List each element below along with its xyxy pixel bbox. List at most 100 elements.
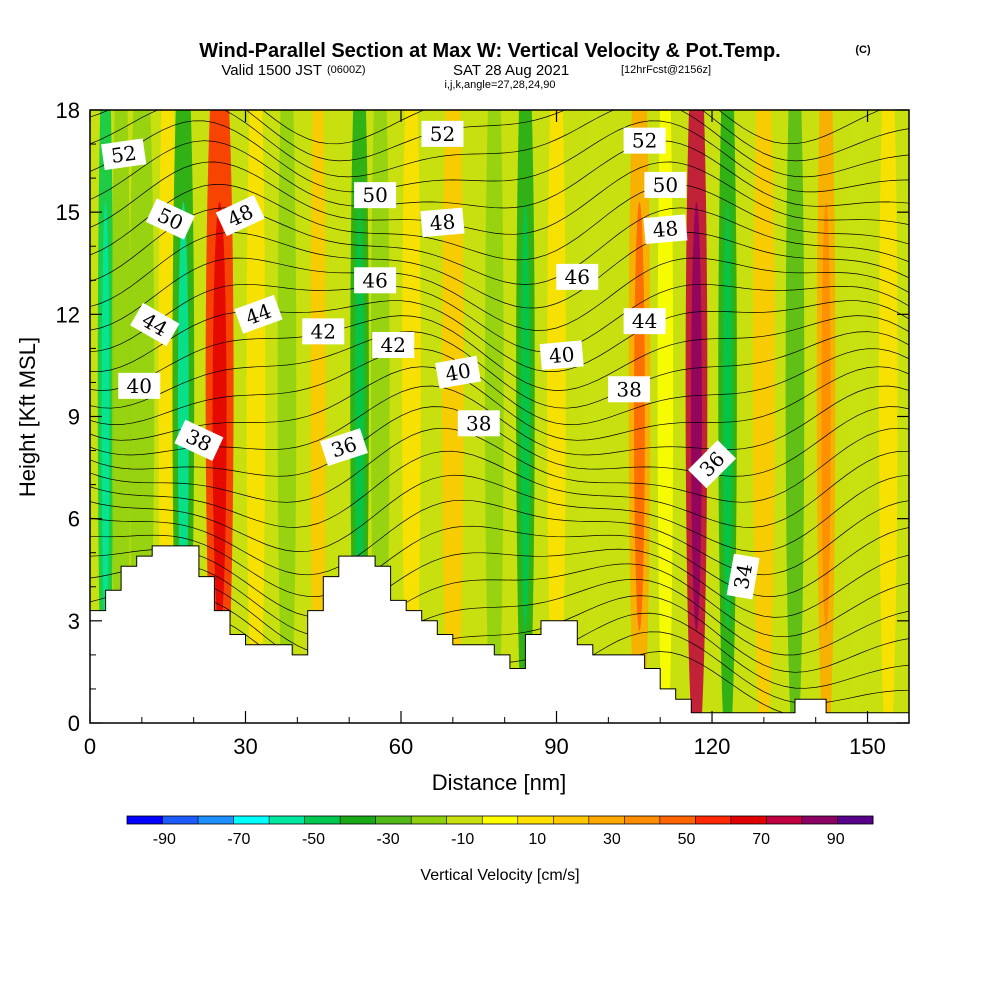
- y-tick-label: 9: [68, 405, 80, 430]
- velocity-band: [878, 110, 898, 723]
- contour-label: 34: [726, 553, 760, 600]
- contour-label: 48: [643, 214, 688, 244]
- x-tick-label: 0: [84, 734, 96, 759]
- isentrope-line: [90, 257, 909, 331]
- isentrope-line: [90, 300, 909, 372]
- colorbar-tick-label: -10: [451, 831, 474, 848]
- colorbar-swatch: [624, 816, 661, 824]
- isentrope-line: [90, 283, 909, 353]
- contour-label-box: [643, 214, 688, 244]
- x-tick-label: 90: [544, 734, 568, 759]
- isentrope-line: [90, 110, 909, 178]
- contour-label-text: 40: [127, 374, 152, 398]
- contour-label-text: 50: [653, 173, 678, 197]
- colorbar-tick-label: -90: [153, 831, 176, 848]
- colorbar-swatch: [588, 816, 625, 824]
- contour-label-box: [354, 267, 397, 294]
- isentrope-line: [90, 140, 909, 209]
- velocity-core: [177, 201, 189, 632]
- contour-label: 52: [421, 120, 464, 147]
- colorbar-label: Vertical Velocity [cm/s]: [420, 867, 579, 884]
- velocity-band: [547, 110, 566, 723]
- velocity-band: [752, 110, 775, 723]
- y-tick-label: 6: [68, 507, 80, 532]
- colorbar-swatch: [162, 816, 199, 824]
- x-tick-label: 30: [233, 734, 257, 759]
- velocity-core: [821, 201, 831, 632]
- contour-label: 46: [556, 263, 599, 290]
- contour-label-text: 38: [616, 377, 641, 401]
- contour-label: 50: [354, 182, 397, 209]
- contour-label: 40: [435, 355, 481, 389]
- velocity-core: [212, 201, 227, 632]
- y-tick-label: 0: [68, 711, 80, 736]
- contour-label: 36: [320, 428, 368, 467]
- contour-label-text: 44: [632, 309, 657, 333]
- y-tick-label: 3: [68, 609, 80, 634]
- contour-label-box: [354, 182, 397, 209]
- velocity-band: [657, 110, 674, 723]
- y-tick-label: 15: [56, 200, 80, 225]
- copyright-mark: (C): [855, 44, 871, 56]
- isentrope-line: [90, 450, 909, 528]
- colorbar-tick-label: 30: [603, 831, 621, 848]
- velocity-band: [246, 110, 266, 723]
- contour-label-box: [421, 120, 464, 147]
- velocity-band: [441, 110, 464, 723]
- isentrope-line: [90, 474, 909, 552]
- colorbar-swatch: [517, 816, 554, 824]
- contour-label-box: [726, 553, 760, 600]
- contour-label-text: 52: [109, 141, 138, 168]
- contour-label-text: 52: [430, 122, 455, 146]
- contour-label-box: [435, 355, 481, 389]
- contour-label-box: [644, 171, 687, 198]
- isentrope-line: [90, 184, 909, 261]
- contour-label-box: [174, 419, 224, 461]
- x-tick-label: 150: [849, 734, 886, 759]
- contour-label-box: [623, 127, 666, 154]
- isentrope-line: [90, 499, 909, 576]
- subtitle-date: SAT 28 Aug 2021: [453, 62, 569, 79]
- isentrope-line: [90, 427, 909, 503]
- colorbar-swatch: [766, 816, 803, 824]
- colorbar-swatch: [375, 816, 412, 824]
- x-tick-label: 120: [694, 734, 731, 759]
- contour-label-box: [623, 308, 666, 335]
- contour-label-box: [234, 294, 283, 334]
- contour-label-text: 42: [381, 333, 406, 357]
- colorbar: -90 -70 -50 -30 -10 10 30 50 70 90: [126, 815, 874, 848]
- contour-label-box: [215, 194, 265, 237]
- y-tick-label: 18: [56, 98, 80, 123]
- contour-label-text: 50: [362, 183, 387, 207]
- isentrope-line: [90, 578, 909, 656]
- colorbar-tick-label: 70: [752, 831, 770, 848]
- isentrope-line: [90, 548, 909, 618]
- contour-label: 38: [457, 410, 500, 437]
- velocity-core: [101, 201, 110, 632]
- subtitle-utc: (0600Z): [327, 64, 366, 76]
- subtitle-valid: Valid 1500 JST: [221, 62, 322, 79]
- contour-label-box: [420, 207, 465, 238]
- contour-label-text: 52: [632, 129, 657, 153]
- contour-label-box: [145, 198, 195, 240]
- colorbar-tick-label: -50: [302, 831, 325, 848]
- contour-label-box: [372, 331, 415, 358]
- velocity-core: [634, 201, 645, 632]
- isentrope-line: [90, 331, 909, 409]
- velocity-band: [310, 110, 326, 723]
- contour-label-box: [608, 376, 651, 403]
- contour-label-box: [457, 410, 500, 437]
- colorbar-swatch: [340, 816, 377, 824]
- contour-label: 42: [302, 318, 345, 345]
- contour-label-text: 34: [729, 562, 757, 591]
- colorbar-swatch: [837, 816, 874, 824]
- contour-label: 42: [372, 331, 415, 358]
- isentrope-line: [90, 348, 909, 425]
- contour-label-text: 40: [443, 358, 472, 386]
- colorbar-tick-label: 10: [528, 831, 546, 848]
- y-tick-label: 12: [56, 302, 80, 327]
- contour-label-box: [539, 340, 584, 370]
- contour-label: 52: [101, 138, 147, 171]
